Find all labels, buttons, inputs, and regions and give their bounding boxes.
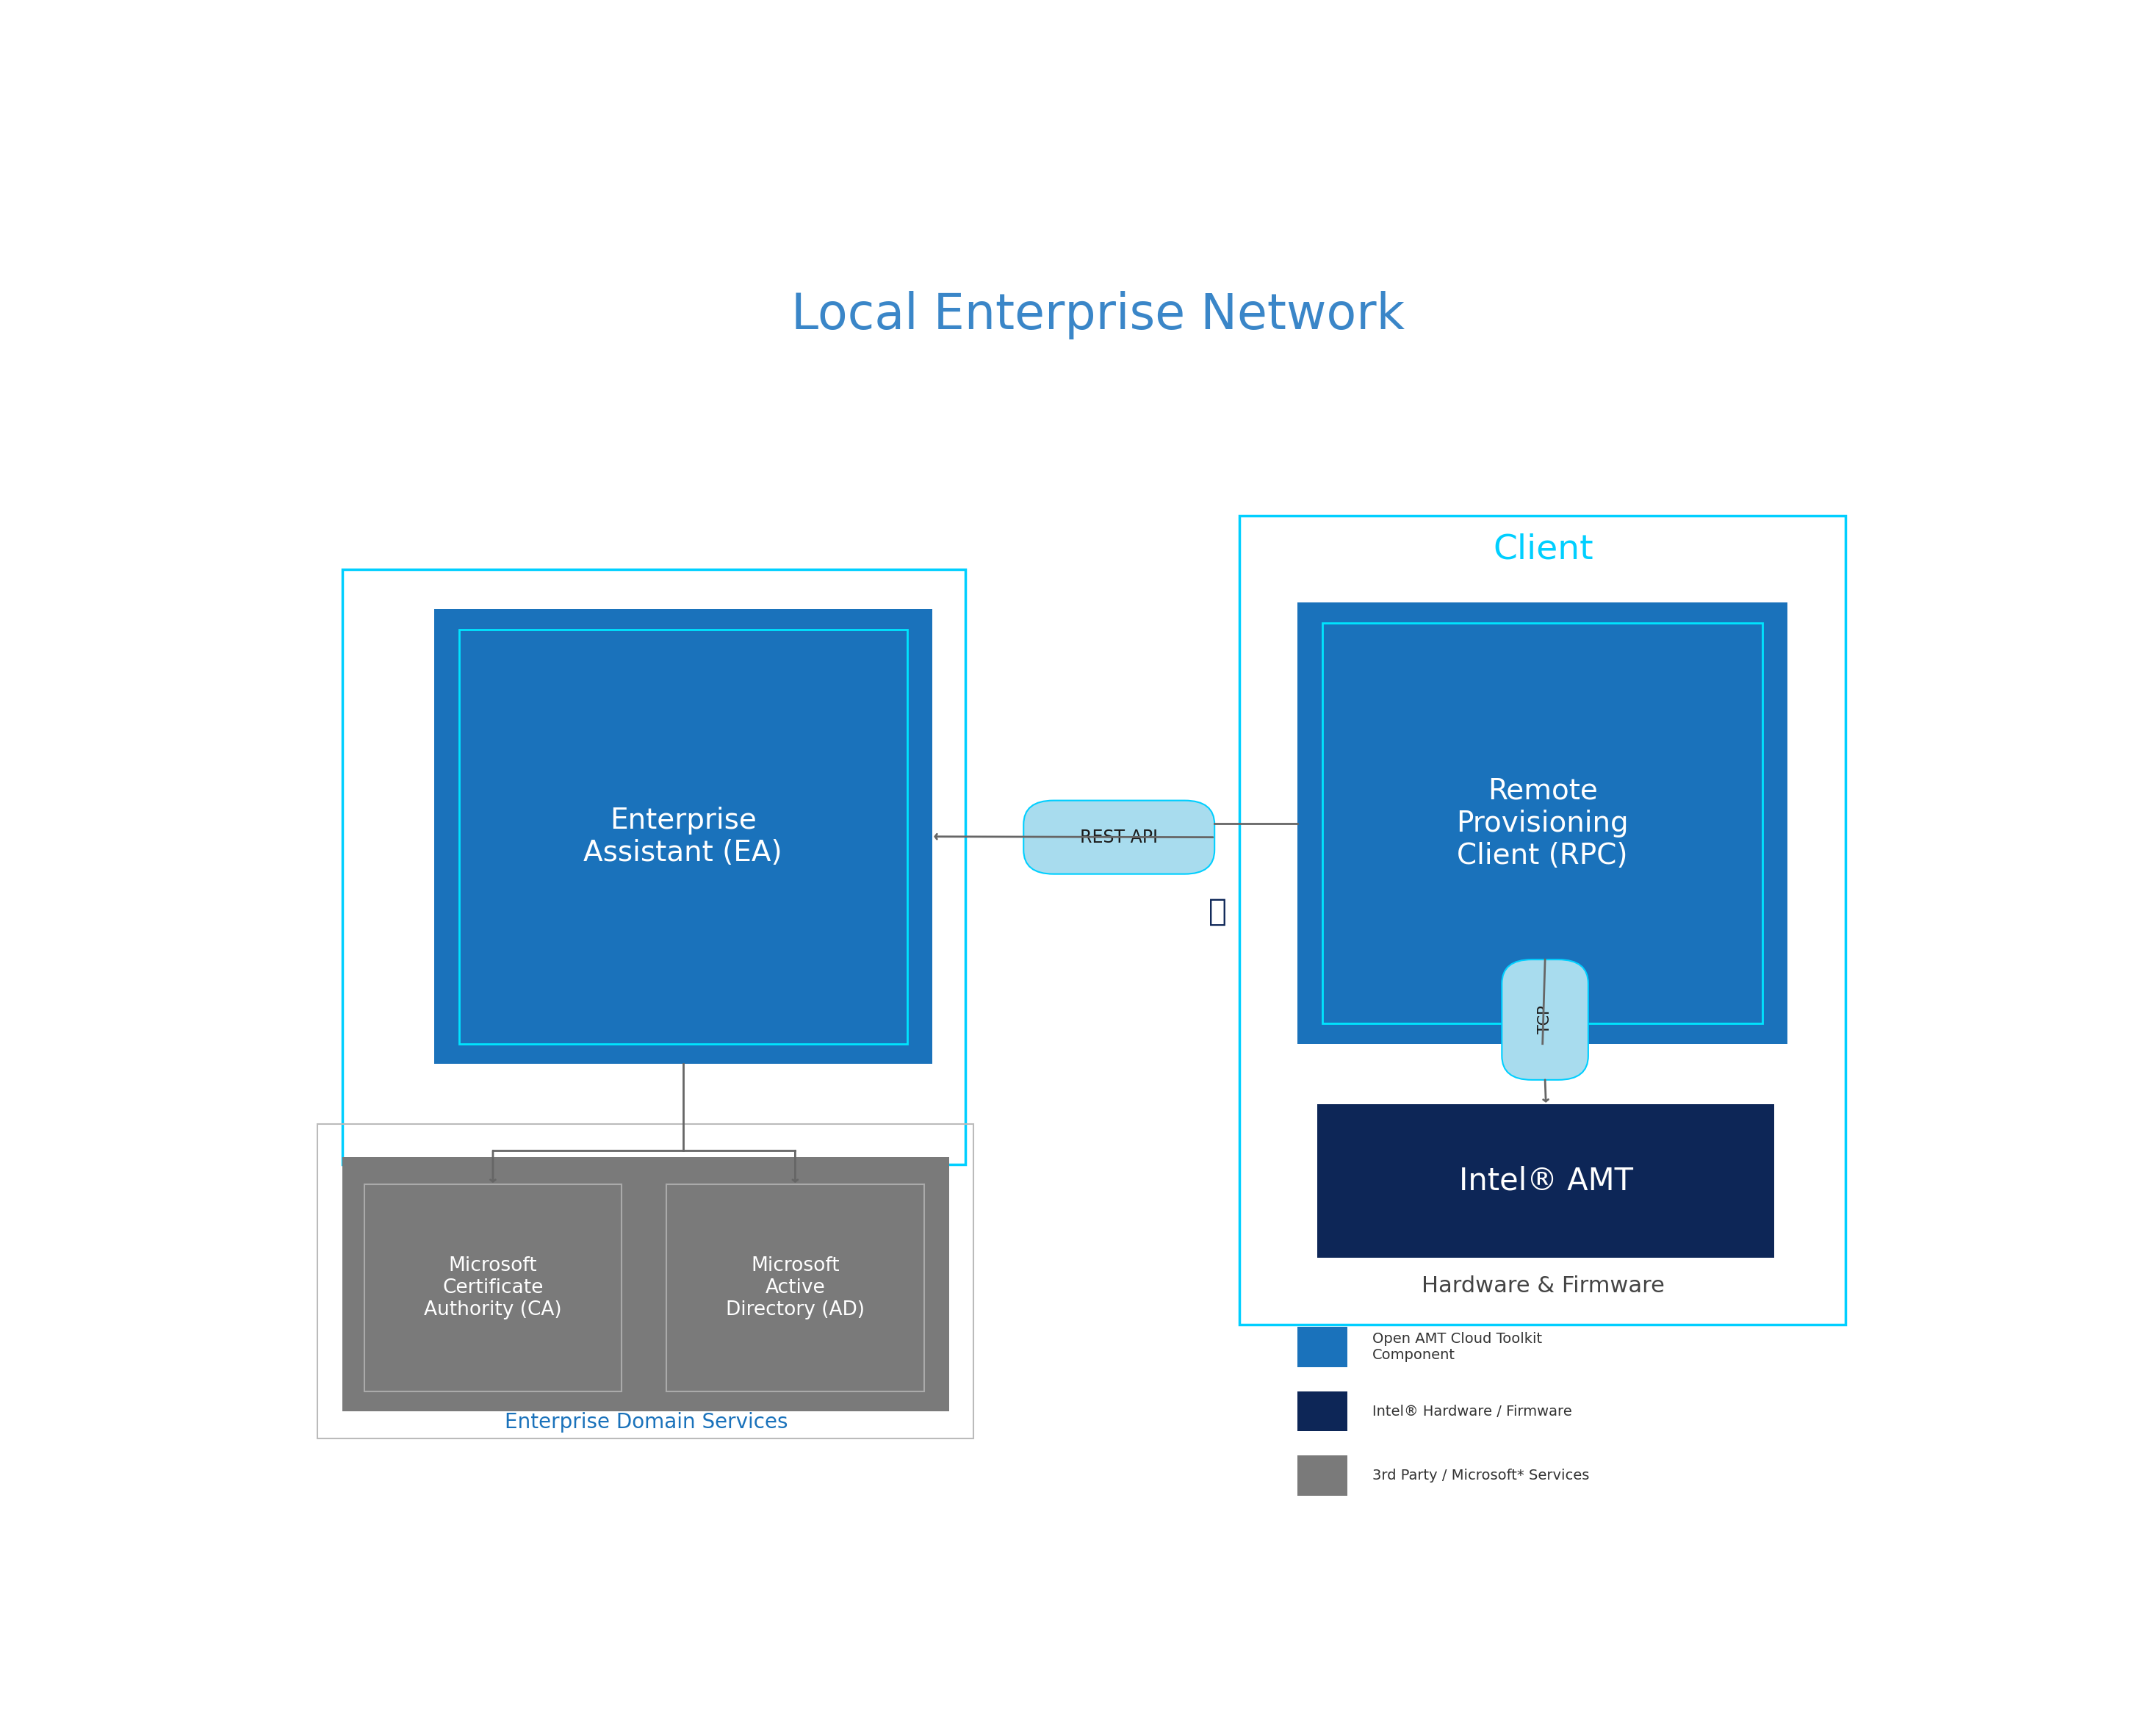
Bar: [433, 609, 932, 1064]
Bar: [1239, 516, 1845, 1325]
Text: Microsoft
Active
Directory (AD): Microsoft Active Directory (AD): [726, 1257, 864, 1319]
Text: Hardware & Firmware: Hardware & Firmware: [1421, 1274, 1665, 1297]
Text: Open AMT Cloud Toolkit
Component: Open AMT Cloud Toolkit Component: [1372, 1332, 1543, 1363]
Bar: [317, 1123, 973, 1437]
FancyBboxPatch shape: [1024, 800, 1215, 873]
Bar: [1318, 1104, 1774, 1257]
Text: Enterprise
Assistant (EA): Enterprise Assistant (EA): [583, 807, 782, 866]
Bar: [1299, 602, 1787, 1043]
Bar: [1322, 623, 1764, 1024]
Text: 3rd Party / Microsoft* Services: 3rd Party / Microsoft* Services: [1372, 1469, 1590, 1483]
Text: Intel® Hardware / Firmware: Intel® Hardware / Firmware: [1372, 1404, 1573, 1418]
Bar: [343, 1158, 949, 1411]
Bar: [459, 630, 906, 1043]
FancyBboxPatch shape: [1502, 960, 1588, 1080]
Text: Local Enterprise Network: Local Enterprise Network: [791, 292, 1406, 340]
Text: Enterprise Domain Services: Enterprise Domain Services: [506, 1411, 789, 1432]
Text: 🔒: 🔒: [1209, 896, 1228, 927]
Bar: [1299, 1391, 1348, 1432]
Bar: [1299, 1326, 1348, 1368]
Text: Client: Client: [1494, 533, 1594, 566]
Text: Remote
Provisioning
Client (RPC): Remote Provisioning Client (RPC): [1457, 778, 1629, 870]
Bar: [364, 1184, 621, 1391]
Bar: [1299, 1455, 1348, 1496]
Text: REST API: REST API: [1080, 828, 1157, 845]
Bar: [666, 1184, 924, 1391]
Text: Microsoft
Certificate
Authority (CA): Microsoft Certificate Authority (CA): [424, 1257, 561, 1319]
Text: TCP: TCP: [1539, 1005, 1552, 1035]
Bar: [343, 569, 966, 1165]
Text: Intel® AMT: Intel® AMT: [1459, 1165, 1633, 1196]
